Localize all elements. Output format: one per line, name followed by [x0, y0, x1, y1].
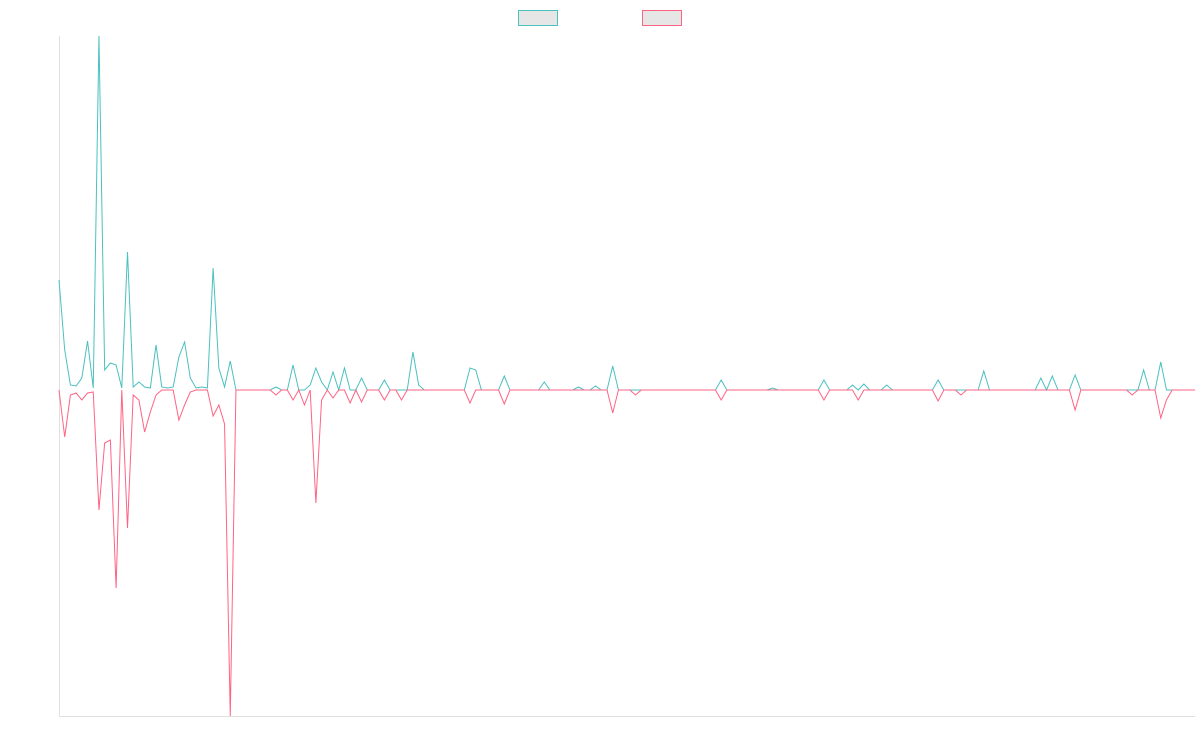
- legend-swatch[interactable]: [642, 10, 682, 26]
- data-line: [58, 35, 1195, 392]
- data-line: [58, 388, 1195, 717]
- legend-swatch[interactable]: [518, 10, 558, 26]
